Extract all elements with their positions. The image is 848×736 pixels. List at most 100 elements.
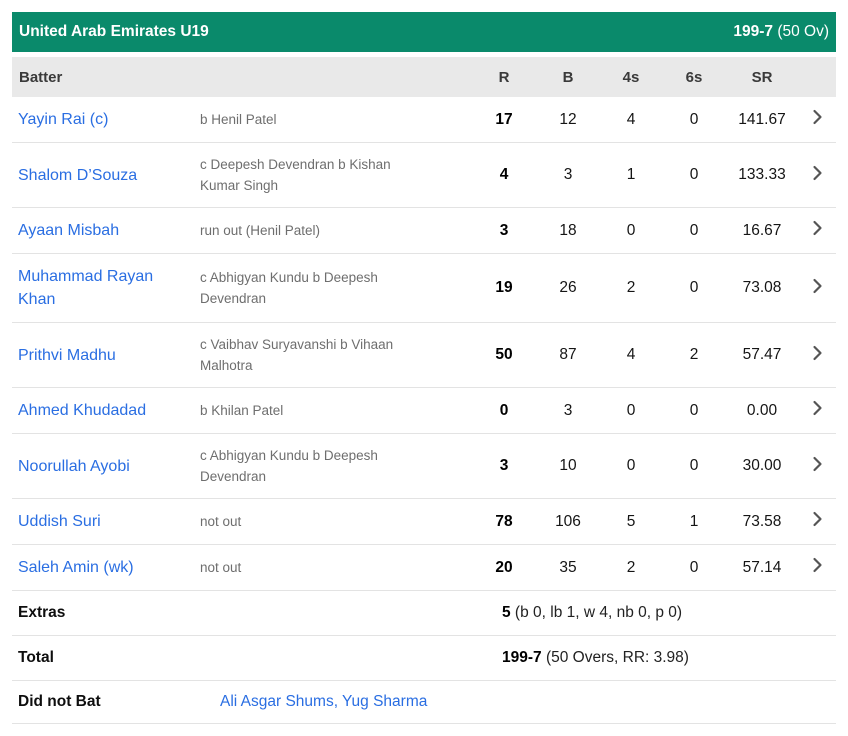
fours-value: 0 (626, 221, 636, 239)
balls-value: 12 (559, 110, 577, 128)
batter-name-link[interactable]: Shalom D’Souza (18, 166, 138, 184)
chevron-right-icon[interactable] (812, 510, 823, 528)
batter-name-link[interactable]: Saleh Amin (wk) (18, 559, 134, 576)
dismissal-text: c Vaibhav Suryavanshi b Vihaan Malhotra (200, 337, 394, 373)
fours-value: 4 (626, 346, 636, 363)
did-not-bat-label: Did not Bat (18, 693, 101, 710)
dismissal-text: b Henil Patel (200, 112, 277, 127)
sixes-value: 0 (689, 166, 699, 183)
balls-value: 35 (559, 558, 577, 576)
strike-rate-value: 57.47 (742, 346, 782, 363)
sixes-value: 2 (689, 346, 699, 363)
runs-value: 19 (495, 279, 513, 296)
batter-row[interactable]: Yayin Rai (c) b Henil Patel 17 12 4 0 14… (12, 97, 836, 143)
strike-rate-value: 30.00 (742, 457, 782, 474)
sixes-value: 0 (689, 279, 699, 296)
sixes-value: 0 (689, 221, 699, 239)
column-header-balls: B (536, 57, 600, 97)
total-score: 199-7 (502, 649, 542, 666)
fours-value: 5 (626, 512, 636, 530)
batter-row[interactable]: Saleh Amin (wk) not out 20 35 2 0 57.14 (12, 545, 836, 591)
extras-label: Extras (18, 604, 66, 621)
strike-rate-value: 73.58 (742, 512, 782, 530)
dismissal-text: c Abhigyan Kundu b Deepesh Devendran (200, 270, 378, 306)
runs-value: 78 (495, 512, 513, 530)
column-header-batter: Batter (12, 57, 192, 97)
runs-value: 3 (499, 457, 509, 474)
summary-body: Extras 5 (b 0, lb 1, w 4, nb 0, p 0) Tot… (12, 591, 836, 724)
sixes-value: 0 (689, 401, 699, 419)
extras-total: 5 (502, 604, 511, 621)
batter-name-link[interactable]: Yayin Rai (c) (18, 111, 109, 128)
dismissal-text: not out (200, 560, 242, 575)
sixes-value: 0 (689, 110, 699, 128)
balls-value: 3 (563, 401, 573, 419)
chevron-right-icon[interactable] (812, 277, 823, 295)
team-name: United Arab Emirates U19 (19, 23, 209, 40)
column-header-strike-rate: SR (726, 57, 798, 97)
dismissal-text: run out (Henil Patel) (200, 223, 321, 238)
balls-value: 87 (559, 346, 577, 363)
dismissal-text: not out (200, 514, 242, 529)
fours-value: 0 (626, 457, 636, 474)
did-not-bat-players-link[interactable]: Ali Asgar Shums, Yug Sharma (220, 693, 428, 710)
batter-row[interactable]: Muhammad Rayan Khan c Abhigyan Kundu b D… (12, 254, 836, 323)
batter-row[interactable]: Uddish Suri not out 78 106 5 1 73.58 (12, 499, 836, 545)
column-header-dismissal (192, 57, 472, 97)
dismissal-text: b Khilan Patel (200, 403, 284, 418)
fours-value: 2 (626, 279, 636, 296)
batter-row[interactable]: Prithvi Madhu c Vaibhav Suryavanshi b Vi… (12, 323, 836, 388)
batter-name-link[interactable]: Uddish Suri (18, 513, 101, 530)
batting-table: Batter R B 4s 6s SR Yayin Rai (c) b Heni… (12, 57, 836, 724)
batter-row[interactable]: Shalom D’Souza c Deepesh Devendran b Kis… (12, 143, 836, 208)
chevron-right-icon[interactable] (812, 164, 823, 182)
balls-value: 10 (559, 457, 577, 474)
balls-value: 3 (563, 166, 573, 183)
column-header-expand (798, 57, 836, 97)
runs-value: 4 (499, 166, 509, 183)
batter-name-link[interactable]: Prithvi Madhu (18, 346, 116, 364)
total-overs-rr: (50 Overs, RR: 3.98) (541, 649, 689, 666)
balls-value: 106 (555, 512, 581, 530)
extras-value: 5 (b 0, lb 1, w 4, nb 0, p 0) (472, 591, 836, 636)
strike-rate-value: 73.08 (742, 279, 782, 296)
team-score-runs: 199-7 (733, 23, 774, 40)
extras-breakdown: (b 0, lb 1, w 4, nb 0, p 0) (510, 604, 683, 621)
batter-name-link[interactable]: Ayaan Misbah (18, 222, 120, 239)
chevron-right-icon[interactable] (812, 219, 823, 237)
batter-row[interactable]: Ahmed Khudadad b Khilan Patel 0 3 0 0 0.… (12, 388, 836, 434)
runs-value: 50 (495, 346, 513, 363)
team-header-bar: United Arab Emirates U19 199-7 (50 Ov) (12, 12, 836, 52)
total-label: Total (18, 649, 54, 666)
strike-rate-value: 133.33 (738, 166, 786, 183)
fours-value: 1 (626, 166, 636, 183)
batter-row[interactable]: Noorullah Ayobi c Abhigyan Kundu b Deepe… (12, 434, 836, 499)
sixes-value: 0 (689, 558, 699, 576)
batter-row[interactable]: Ayaan Misbah run out (Henil Patel) 3 18 … (12, 208, 836, 254)
chevron-right-icon[interactable] (812, 344, 823, 362)
chevron-right-icon[interactable] (812, 455, 823, 473)
runs-value: 0 (499, 401, 509, 419)
strike-rate-value: 16.67 (742, 221, 782, 239)
strike-rate-value: 141.67 (738, 110, 786, 128)
chevron-right-icon[interactable] (812, 556, 823, 574)
chevron-right-icon[interactable] (812, 108, 823, 126)
batter-name-link[interactable]: Noorullah Ayobi (18, 457, 130, 475)
chevron-right-icon[interactable] (812, 399, 823, 417)
batter-name-link[interactable]: Muhammad Rayan Khan (18, 268, 154, 308)
batter-name-link[interactable]: Ahmed Khudadad (18, 402, 147, 419)
column-header-fours: 4s (600, 57, 662, 97)
balls-value: 18 (559, 221, 577, 239)
extras-row: Extras 5 (b 0, lb 1, w 4, nb 0, p 0) (12, 591, 836, 636)
total-row: Total 199-7 (50 Overs, RR: 3.98) (12, 636, 836, 681)
did-not-bat-value: Ali Asgar Shums, Yug Sharma (192, 681, 836, 724)
runs-value: 17 (495, 110, 513, 128)
runs-value: 20 (495, 558, 513, 576)
strike-rate-value: 0.00 (746, 401, 778, 419)
fours-value: 2 (626, 558, 636, 576)
column-header-runs: R (472, 57, 536, 97)
balls-value: 26 (559, 279, 577, 296)
batters-body: Yayin Rai (c) b Henil Patel 17 12 4 0 14… (12, 97, 836, 591)
total-value: 199-7 (50 Overs, RR: 3.98) (472, 636, 836, 681)
team-score-overs: (50 Ov) (773, 23, 829, 40)
